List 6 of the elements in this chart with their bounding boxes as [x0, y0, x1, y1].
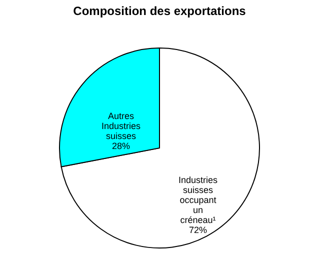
pie-slice — [60, 48, 260, 248]
slice-label: Autres Industries suisses — [101, 111, 141, 142]
data-label: 28% — [112, 141, 130, 152]
data-label: 72% — [189, 224, 208, 235]
slice-label: Industries suisses occupant un créneau¹ — [178, 174, 218, 225]
chart-title: Composition des exportations — [73, 4, 246, 18]
